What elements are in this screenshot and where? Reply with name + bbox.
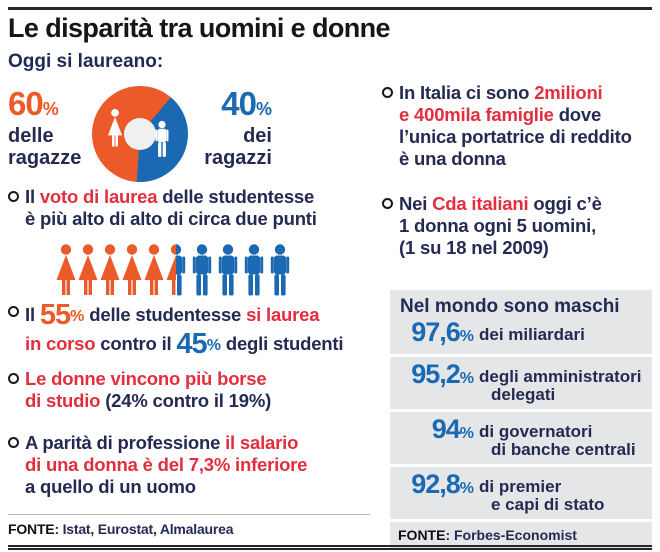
pictogram-row [54, 243, 294, 297]
donut-chart [92, 86, 188, 182]
bullet-line: Il 55% delle studentesse si laurea [25, 299, 320, 331]
bullet-line: a quello di un uomo [25, 476, 196, 497]
bullet-line: in corso contro il 45% degli studenti [25, 328, 344, 360]
bullet-ring-icon [8, 437, 19, 448]
bullet-salario: A parità di professione il salario di un… [8, 432, 376, 498]
half-female-half-male-icon [164, 243, 188, 297]
male-icon [216, 243, 240, 297]
top-rule [8, 7, 652, 10]
bullet-line: di una donna è del 7,3% inferiore [25, 454, 308, 475]
donut-hole [124, 118, 156, 150]
page-title: Le disparità tra uomini e donne [8, 13, 391, 43]
bullet-line: e 400mila famiglie dove [399, 104, 602, 125]
male-icon [268, 243, 292, 297]
donut-left-label: 60% delle ragazze [8, 85, 82, 169]
bottom-rule [8, 545, 652, 550]
bullet-line: è più alto di alto di circa due punti [25, 208, 317, 229]
male-icon [242, 243, 266, 297]
bullet-laurea-in-corso: Il 55% delle studentesse si laurea in co… [8, 301, 383, 359]
bullet-line: Nei Cda italiani oggi c’è [399, 193, 602, 214]
female-icon [120, 243, 144, 297]
boys-label-line2: ragazzi [204, 147, 272, 169]
bullet-cda: Nei Cda italiani oggi c’è 1 donna ogni 5… [382, 193, 654, 259]
bullet-line: A parità di professione il salario [25, 432, 299, 453]
bullet-ring-icon [8, 191, 19, 202]
female-icon [105, 108, 125, 153]
stat-label: dei miliardari [479, 325, 585, 344]
female-icon [76, 243, 100, 297]
world-stats-box: Nel mondo sono maschi 97,6% dei miliarda… [390, 290, 652, 551]
bullet-famiglie: In Italia ci sono 2milioni e 400mila fam… [382, 82, 654, 170]
stat-row: 97,6% dei miliardari [398, 317, 644, 349]
girls-label-line2: ragazze [8, 147, 82, 169]
stat-stripe: 94% di governatori di banche centrali [390, 412, 652, 464]
stat-value: 92,8% [411, 469, 474, 499]
bullet-ring-icon [8, 306, 19, 317]
bullet-ring-icon [382, 87, 393, 98]
stat-label: di governatori di banche centrali [479, 422, 636, 459]
stat-row: 94% di governatori di banche centrali [398, 414, 644, 459]
female-icon [142, 243, 166, 297]
male-icon [153, 120, 171, 163]
stat-row: 92,8% di premier e capi di stato [398, 469, 644, 514]
bullet-ring-icon [382, 198, 393, 209]
stat-stripe: 92,8% di premier e capi di stato [390, 467, 652, 519]
boys-percentage: 40% [221, 85, 272, 122]
donut-right-label: 40% dei ragazzi [180, 85, 272, 169]
bullet-line: (1 su 18 nel 2009) [399, 237, 549, 258]
source-left: FONTE: Istat, Eurostat, Almalaurea [8, 521, 234, 537]
stat-row: 95,2% degli amministratori delegati [398, 359, 644, 404]
boys-label-line1: dei [243, 125, 272, 147]
stat-label: degli amministratori delegati [479, 367, 642, 404]
bullet-line: di studio (24% contro il 19%) [25, 390, 272, 411]
bullet-voto-di-laurea: Il voto di laurea delle studentesse è pi… [8, 186, 376, 230]
bullet-line: Le donne vincono più borse [25, 368, 267, 389]
stat-stripe: 95,2% degli amministratori delegati [390, 357, 652, 409]
source-divider [8, 514, 370, 515]
female-icon [54, 243, 78, 297]
stat-value: 97,6% [411, 317, 474, 347]
bullet-ring-icon [8, 373, 19, 384]
source-right: FONTE: Forbes-Economist [390, 522, 652, 548]
bullet-borse-di-studio: Le donne vincono più borse di studio (24… [8, 368, 376, 412]
bullet-line: l’unica portatrice di reddito [399, 126, 632, 147]
bullet-line: è una donna [399, 148, 506, 169]
stat-value: 94% [431, 414, 474, 444]
bullet-line: In Italia ci sono 2milioni [399, 82, 603, 103]
stat-stripe: Nel mondo sono maschi 97,6% dei miliarda… [390, 290, 652, 354]
girls-label-line1: delle [8, 125, 54, 147]
female-icon [98, 243, 122, 297]
subtitle: Oggi si laureano: [8, 51, 164, 72]
bullet-line: 1 donna ogni 5 uomini, [399, 215, 597, 236]
stat-value: 95,2% [411, 359, 474, 389]
stats-header: Nel mondo sono maschi [400, 296, 620, 317]
bullet-line: Il voto di laurea delle studentesse [25, 186, 315, 207]
male-icon [190, 243, 214, 297]
stat-label: di premier e capi di stato [479, 477, 605, 514]
girls-percentage: 60% [8, 85, 59, 122]
